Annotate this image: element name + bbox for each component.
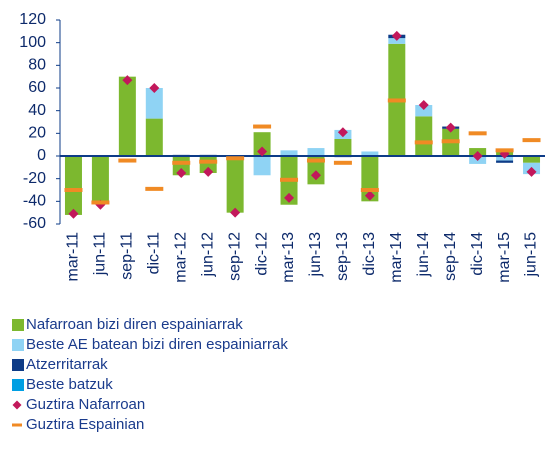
dash-marker (495, 148, 514, 153)
dash-marker (387, 98, 406, 103)
x-tick-label: sep-11 (119, 232, 136, 280)
bar-segment (64, 156, 82, 215)
legend-marker (12, 379, 24, 391)
y-tick-label: -40 (23, 193, 46, 210)
dash-marker (64, 188, 83, 192)
diamond-marker (257, 146, 268, 157)
dash-marker (118, 158, 137, 163)
legend-marker (12, 400, 22, 410)
bar-segment (118, 76, 136, 156)
x-tick-label: mar-11 (65, 232, 82, 282)
y-tick-label: 0 (37, 147, 46, 164)
diamond-marker (310, 170, 321, 181)
dash-marker (253, 124, 272, 129)
dash-marker (360, 188, 379, 192)
bar-segment (226, 156, 244, 213)
x-tick-label: dic-11 (146, 232, 163, 274)
dash-marker (522, 138, 541, 143)
legend-label: Atzerritarrak (26, 356, 108, 373)
x-tick-label: mar-12 (172, 232, 189, 283)
legend-marker (12, 423, 22, 427)
x-tick-label: jun-13 (307, 232, 324, 278)
diamond-marker (445, 122, 456, 133)
dash-marker (172, 160, 191, 165)
dash-marker (226, 156, 245, 161)
x-tick-label: sep-12 (226, 232, 243, 281)
bar-segment (523, 156, 541, 163)
x-tick-label: mar-13 (280, 232, 297, 283)
diamond-marker (176, 168, 187, 178)
dash-marker (91, 200, 110, 205)
bar-segment (145, 118, 163, 156)
y-tick-label: 120 (19, 11, 46, 28)
y-tick-label: 80 (28, 57, 46, 74)
legend-marker (12, 359, 24, 371)
bar-segment (361, 151, 379, 156)
diamond-marker (203, 166, 214, 177)
dash-marker (468, 131, 487, 136)
y-tick-label: 40 (28, 102, 46, 119)
x-tick-label: jun-15 (523, 232, 540, 278)
y-tick-label: 20 (28, 125, 46, 142)
x-tick-label: jun-12 (199, 232, 216, 278)
diamond-marker (418, 100, 429, 110)
y-tick-label: 100 (19, 34, 46, 51)
dash-marker (199, 159, 218, 164)
bar-segment (253, 156, 271, 176)
dash-marker (333, 160, 352, 165)
dash-marker (441, 139, 460, 144)
diamond-marker (230, 207, 241, 218)
legend-marker (12, 319, 24, 331)
diamond-marker (337, 127, 348, 138)
bar-segment (388, 38, 406, 44)
dash-marker (145, 186, 164, 191)
bar-segment (307, 156, 325, 185)
diamond-marker (472, 151, 483, 161)
x-tick-label: dic-14 (469, 232, 486, 276)
x-tick-label: sep-14 (442, 232, 459, 281)
diamond-marker (122, 75, 133, 86)
x-tick-label: mar-14 (388, 232, 405, 283)
legend-label: Guztira Espainian (26, 416, 144, 433)
diamond-marker (391, 30, 402, 41)
x-tick-label: jun-14 (415, 232, 432, 278)
x-tick-label: jun-11 (92, 232, 109, 276)
bar-segment (91, 156, 109, 204)
x-tick-label: dic-12 (253, 232, 270, 276)
bar-segment (496, 160, 514, 163)
diamond-marker (284, 192, 295, 203)
y-tick-label: -60 (23, 215, 46, 232)
legend-marker (12, 339, 24, 351)
legend-label: Guztira Nafarroan (26, 396, 145, 413)
x-tick-label: sep-13 (334, 232, 351, 281)
legend-label: Nafarroan bizi diren espainiarrak (26, 316, 243, 333)
diamond-marker (149, 83, 160, 93)
x-tick-label: mar-15 (496, 232, 513, 283)
bar-segment (334, 139, 352, 156)
y-tick-label: 60 (28, 79, 46, 96)
bar-segment (415, 116, 433, 156)
diamond-marker (526, 166, 537, 177)
bar-segment (253, 132, 271, 156)
diamond-marker (364, 190, 375, 201)
y-tick-label: -20 (23, 170, 46, 187)
bar-segment (415, 105, 433, 117)
dash-marker (306, 158, 325, 163)
dash-marker (280, 177, 299, 182)
dash-marker (414, 140, 433, 145)
bar-segment (307, 148, 325, 156)
legend-label: Beste batzuk (26, 376, 113, 393)
x-tick-label: dic-13 (361, 232, 378, 276)
legend-label: Beste AE batean bizi diren espainiarrak (26, 336, 288, 353)
bar-segment (280, 150, 298, 156)
diamond-marker (68, 208, 79, 219)
bar-segment (145, 88, 163, 119)
